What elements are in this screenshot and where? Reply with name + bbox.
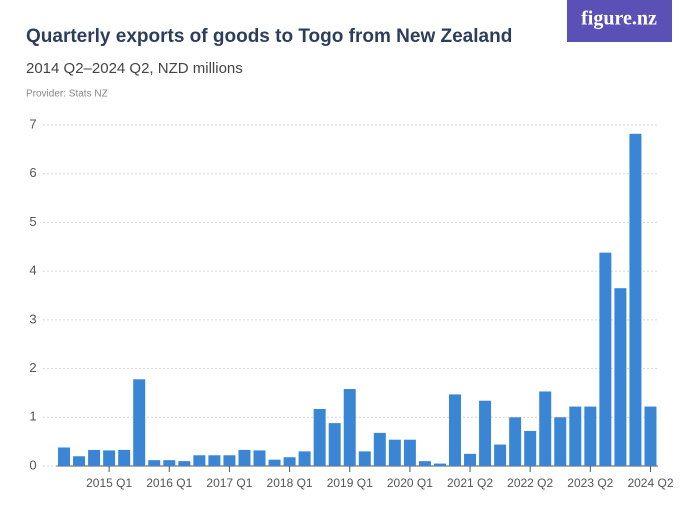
y-tick-label: 2 [29, 360, 36, 375]
y-tick-label: 1 [29, 409, 36, 424]
x-tick-label: 2021 Q2 [447, 476, 493, 490]
bar [118, 449, 131, 466]
bar [494, 444, 507, 466]
bar [464, 453, 477, 466]
bar [614, 288, 627, 466]
bar [509, 417, 522, 466]
bar [554, 417, 567, 466]
bar [238, 449, 251, 466]
logo[interactable]: figure.nz [581, 8, 657, 30]
y-tick-label: 7 [29, 116, 36, 131]
y-tick-label: 0 [29, 457, 36, 472]
bar [73, 456, 86, 466]
x-tick-label: 2024 Q2 [627, 476, 673, 490]
bar [584, 406, 597, 466]
chart-title: Quarterly exports of goods to Togo from … [26, 26, 512, 47]
x-tick-label: 2022 Q2 [507, 476, 553, 490]
bar [343, 389, 356, 466]
bar [403, 439, 416, 466]
bar [479, 400, 492, 466]
provider: Provider: Stats NZ [26, 89, 108, 100]
y-tick-label: 4 [29, 263, 36, 278]
bar [433, 463, 446, 466]
bar [178, 461, 191, 466]
bar [268, 459, 281, 466]
bar [223, 455, 236, 466]
bar [283, 457, 296, 466]
bar [328, 423, 341, 466]
bar [448, 394, 461, 466]
bar [373, 432, 386, 466]
bar [313, 409, 326, 466]
y-tick-label: 3 [29, 311, 36, 326]
chart-subtitle: 2014 Q2–2024 Q2, NZD millions [26, 60, 243, 77]
y-tick-label: 6 [29, 165, 36, 180]
y-tick-label: 5 [29, 214, 36, 229]
bar [524, 430, 537, 466]
x-tick-label: 2020 Q1 [387, 476, 433, 490]
bar [418, 461, 431, 466]
x-tick-label: 2016 Q1 [146, 476, 192, 490]
bar [298, 451, 311, 466]
logo-box [567, 0, 672, 42]
bar [103, 450, 116, 466]
bar [133, 379, 146, 466]
bar [193, 455, 206, 466]
bar [569, 406, 582, 466]
bar [599, 252, 612, 466]
x-tick-label: 2019 Q1 [327, 476, 373, 490]
bar [629, 133, 642, 467]
bar [58, 447, 71, 466]
x-tick-label: 2023 Q2 [567, 476, 613, 490]
bar [148, 460, 161, 466]
bar [253, 450, 266, 466]
bar [163, 460, 176, 466]
bar [644, 406, 657, 466]
bar [539, 391, 552, 466]
bar [208, 455, 221, 466]
bar [388, 439, 401, 466]
x-tick-label: 2017 Q1 [206, 476, 252, 490]
x-tick-label: 2015 Q1 [86, 476, 132, 490]
bar [88, 449, 101, 466]
x-tick-label: 2018 Q1 [267, 476, 313, 490]
bar [358, 451, 371, 466]
